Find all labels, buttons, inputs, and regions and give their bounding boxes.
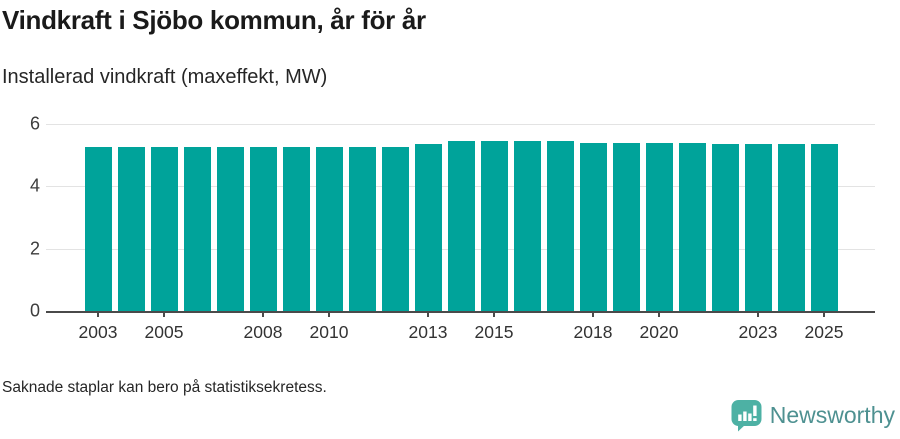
x-tick-label-2025: 2025	[804, 322, 844, 342]
bar-2016	[513, 141, 541, 311]
x-tick-2015	[493, 311, 495, 317]
bar-2012	[381, 147, 409, 311]
x-tick-2023	[757, 311, 759, 317]
chart-subtitle: Installerad vindkraft (maxeffekt, MW)	[2, 66, 328, 88]
x-tick-2025	[823, 311, 825, 317]
bar-2011	[348, 147, 376, 311]
bar-2022	[711, 144, 739, 311]
x-axis-line	[46, 311, 875, 313]
bar-2003	[84, 147, 112, 311]
chart-title: Vindkraft i Sjöbo kommun, år för år	[2, 5, 426, 35]
bar-2005	[150, 147, 178, 311]
bar-2017	[546, 141, 574, 311]
gridline-y-6	[46, 124, 875, 125]
x-tick-2003	[97, 311, 99, 317]
x-tick-label-2008: 2008	[243, 322, 283, 342]
x-tick-label-2015: 2015	[474, 322, 514, 342]
bar-2025	[810, 144, 838, 311]
bar-2018	[579, 142, 607, 311]
y-tick-label-0: 0	[29, 300, 40, 321]
newsworthy-logo: Newsworthy	[731, 399, 895, 432]
bar-2021	[678, 142, 706, 311]
y-tick-label-2: 2	[29, 238, 40, 259]
x-tick-label-2005: 2005	[144, 322, 184, 342]
bar-2009	[282, 147, 310, 311]
x-tick-2010	[328, 311, 330, 317]
bar-2019	[612, 142, 640, 311]
bar-2023	[744, 144, 772, 311]
footnote: Saknade staplar kan bero på statistiksek…	[2, 379, 327, 396]
x-tick-label-2013: 2013	[408, 322, 448, 342]
bar-2014	[447, 141, 475, 311]
bar-2024	[777, 144, 805, 311]
x-tick-2020	[658, 311, 660, 317]
x-tick-2008	[262, 311, 264, 317]
newsworthy-wordmark: Newsworthy	[769, 402, 895, 428]
y-tick-label-4: 4	[29, 175, 40, 196]
plot-area: 2003 2005 2008 2010 2013 2015 2018 2020 2023 2025	[46, 124, 875, 342]
x-tick-label-2023: 2023	[738, 322, 778, 342]
x-tick-2013	[427, 311, 429, 317]
bar-2007	[216, 147, 244, 311]
bar-2006	[183, 147, 211, 311]
y-tick-label-6: 6	[29, 113, 40, 134]
x-tick-label-2010: 2010	[309, 322, 349, 342]
bar-2004	[117, 147, 145, 311]
x-tick-label-2003: 2003	[78, 322, 118, 342]
x-tick-2005	[163, 311, 165, 317]
bar-2013	[414, 144, 442, 311]
x-tick-2018	[592, 311, 594, 317]
bar-2008	[249, 147, 277, 311]
newsworthy-bar-chart-speech-bubble-icon	[731, 400, 762, 432]
bar-2010	[315, 147, 343, 311]
x-tick-label-2020: 2020	[639, 322, 679, 342]
bar-2015	[480, 141, 508, 311]
bar-2020	[645, 142, 673, 311]
x-tick-label-2018: 2018	[573, 322, 613, 342]
